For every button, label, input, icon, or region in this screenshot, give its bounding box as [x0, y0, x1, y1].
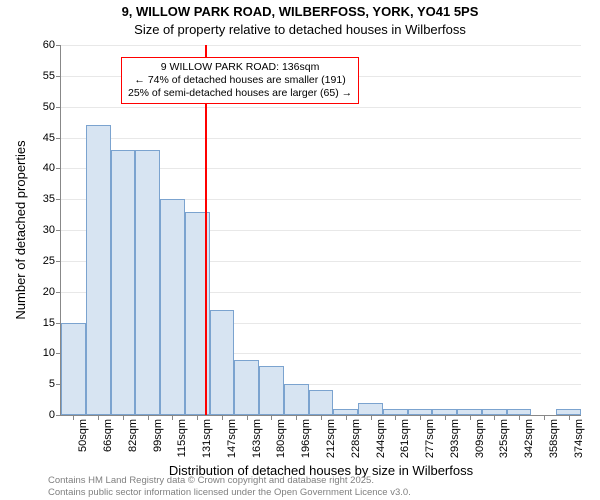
x-tick-label: 163sqm [251, 419, 263, 458]
x-tick-mark [222, 415, 223, 420]
x-tick-label: 99sqm [152, 419, 164, 452]
y-tick-mark [56, 168, 61, 169]
y-tick-mark [56, 415, 61, 416]
x-tick-mark [123, 415, 124, 420]
x-tick-mark [569, 415, 570, 420]
x-tick-mark [247, 415, 248, 420]
histogram-bar [259, 366, 284, 415]
histogram-bar [309, 390, 334, 415]
annotation-box: 9 WILLOW PARK ROAD: 136sqm← 74% of detac… [121, 57, 359, 104]
x-tick-mark [73, 415, 74, 420]
y-tick-label: 55 [43, 70, 55, 82]
x-tick-mark [197, 415, 198, 420]
x-tick-label: 244sqm [375, 419, 387, 458]
x-tick-label: 115sqm [176, 419, 188, 457]
x-tick-mark [321, 415, 322, 420]
y-tick-label: 5 [49, 378, 55, 390]
x-tick-mark [420, 415, 421, 420]
y-gridline [61, 45, 581, 46]
x-tick-label: 309sqm [474, 419, 486, 458]
chart-subtitle: Size of property relative to detached ho… [0, 22, 600, 37]
y-tick-mark [56, 261, 61, 262]
x-tick-mark [271, 415, 272, 420]
y-tick-label: 35 [43, 193, 55, 205]
x-tick-label: 374sqm [573, 419, 585, 458]
annotation-line: ← 74% of detached houses are smaller (19… [128, 74, 352, 87]
y-tick-label: 0 [49, 409, 55, 421]
y-tick-mark [56, 76, 61, 77]
y-tick-label: 60 [43, 39, 55, 51]
x-tick-mark [544, 415, 545, 420]
y-tick-label: 10 [43, 347, 55, 359]
y-tick-label: 50 [43, 101, 55, 113]
x-tick-label: 358sqm [548, 419, 560, 458]
x-tick-label: 228sqm [350, 419, 362, 458]
footer-line: Contains public sector information licen… [48, 487, 411, 498]
x-tick-mark [346, 415, 347, 420]
x-tick-mark [371, 415, 372, 420]
x-tick-label: 196sqm [300, 419, 312, 458]
x-tick-mark [296, 415, 297, 420]
x-tick-label: 82sqm [127, 419, 139, 452]
y-tick-label: 25 [43, 255, 55, 267]
x-tick-mark [98, 415, 99, 420]
x-tick-label: 325sqm [498, 419, 510, 458]
x-tick-mark [148, 415, 149, 420]
histogram-bar [111, 150, 136, 415]
x-tick-label: 147sqm [226, 419, 238, 458]
y-gridline [61, 138, 581, 139]
y-gridline [61, 107, 581, 108]
y-tick-label: 40 [43, 162, 55, 174]
x-tick-label: 66sqm [102, 419, 114, 452]
y-axis-label: Number of detached properties [13, 51, 28, 230]
x-tick-label: 277sqm [424, 419, 436, 458]
x-tick-mark [395, 415, 396, 420]
histogram-bar [61, 323, 86, 416]
x-tick-label: 342sqm [523, 419, 535, 458]
annotation-line: 25% of semi-detached houses are larger (… [128, 87, 352, 100]
annotation-line: 9 WILLOW PARK ROAD: 136sqm [128, 61, 352, 74]
x-tick-mark [519, 415, 520, 420]
y-tick-mark [56, 292, 61, 293]
x-tick-label: 261sqm [399, 419, 411, 458]
x-tick-mark [172, 415, 173, 420]
x-tick-mark [445, 415, 446, 420]
y-tick-mark [56, 199, 61, 200]
histogram-chart: 9, WILLOW PARK ROAD, WILBERFOSS, YORK, Y… [0, 0, 600, 500]
footer-line: Contains HM Land Registry data © Crown c… [48, 475, 411, 486]
y-tick-label: 30 [43, 224, 55, 236]
x-tick-label: 212sqm [325, 419, 337, 458]
histogram-bar [210, 310, 235, 415]
y-tick-label: 45 [43, 132, 55, 144]
histogram-bar [135, 150, 160, 415]
footer-attribution: Contains HM Land Registry data © Crown c… [48, 475, 411, 498]
histogram-bar [358, 403, 383, 415]
histogram-bar [86, 125, 111, 415]
y-tick-mark [56, 45, 61, 46]
x-tick-label: 50sqm [77, 419, 89, 452]
y-tick-mark [56, 138, 61, 139]
y-tick-mark [56, 107, 61, 108]
y-tick-label: 15 [43, 317, 55, 329]
histogram-bar [284, 384, 309, 415]
x-tick-label: 180sqm [275, 419, 287, 458]
x-tick-label: 293sqm [449, 419, 461, 458]
x-tick-mark [470, 415, 471, 420]
chart-title: 9, WILLOW PARK ROAD, WILBERFOSS, YORK, Y… [0, 4, 600, 19]
y-tick-label: 20 [43, 286, 55, 298]
y-tick-mark [56, 230, 61, 231]
x-tick-mark [494, 415, 495, 420]
histogram-bar [160, 199, 185, 415]
x-tick-label: 131sqm [201, 419, 213, 458]
histogram-bar [234, 360, 259, 416]
plot-area: Number of detached properties Distributi… [60, 45, 581, 416]
